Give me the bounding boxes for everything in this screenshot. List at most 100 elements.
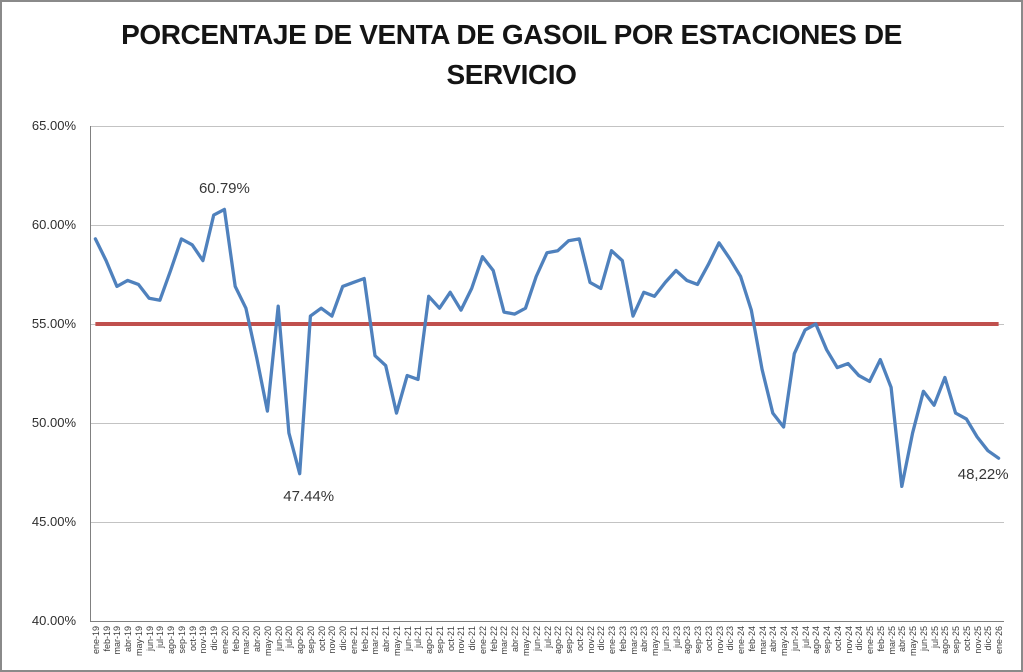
x-axis-tick-label: oct-25 (961, 626, 972, 652)
x-axis-tick-label: may-22 (520, 626, 531, 657)
x-axis-tick-label: oct-23 (703, 626, 714, 652)
x-axis-tick-label: feb-25 (875, 626, 886, 652)
x-axis-tick-label: ene-19 (90, 626, 101, 655)
x-axis-tick-label: sep-20 (305, 626, 316, 654)
x-axis-tick-label: jun-24 (789, 626, 800, 652)
x-axis-line (90, 621, 1004, 622)
x-axis-tick-label: ago-21 (424, 626, 435, 655)
y-axis-tick-label: 60.00% (31, 217, 76, 232)
x-axis-tick-label: abr-21 (381, 626, 392, 653)
y-axis-tick-label: 55.00% (31, 316, 76, 331)
x-axis-tick-label: dic-19 (209, 626, 220, 651)
x-axis-tick-label: jun-23 (660, 626, 671, 652)
x-axis-tick-label: jul-19 (155, 626, 166, 649)
series-canvas (93, 207, 1001, 489)
x-axis-tick-label: feb-23 (617, 626, 628, 652)
x-axis-tick-label: jul-22 (542, 626, 553, 649)
x-axis-tick-label: jun-20 (273, 626, 284, 652)
x-axis-tick-label: sep-25 (951, 626, 962, 654)
x-axis-tick-label: ago-22 (553, 626, 564, 655)
gridline (90, 423, 1004, 424)
x-axis-tick-label: dic-25 (983, 626, 994, 651)
gridline (90, 225, 1004, 226)
x-axis-tick-label: nov-20 (327, 626, 338, 654)
x-axis-tick-label: ene-26 (994, 626, 1005, 655)
x-axis-tick-label: ene-21 (348, 626, 359, 655)
x-axis-tick-label: mar-22 (499, 626, 510, 655)
x-axis-tick-label: mar-19 (112, 626, 123, 655)
x-axis-tick-label: jun-22 (531, 626, 542, 652)
x-axis-tick-label: abr-23 (639, 626, 650, 653)
x-axis-tick-label: jul-21 (413, 626, 424, 649)
x-axis-tick-label: may-21 (391, 626, 402, 657)
x-axis-tick-label: may-20 (262, 626, 273, 657)
x-axis-tick-label: feb-19 (101, 626, 112, 652)
x-axis-tick-label: oct-21 (445, 626, 456, 652)
y-axis-line (90, 126, 91, 621)
x-axis-tick-label: may-19 (133, 626, 144, 657)
x-axis-tick-label: sep-21 (434, 626, 445, 654)
y-axis-tick-label: 65.00% (31, 118, 76, 133)
x-axis-tick-label: dic-21 (467, 626, 478, 651)
x-axis-tick-label: oct-22 (574, 626, 585, 652)
x-axis-tick-label: sep-24 (822, 626, 833, 654)
x-axis-tick-label: dic-24 (854, 626, 865, 651)
x-axis-tick-label: ago-25 (940, 626, 951, 655)
x-axis-tick-label: jun-25 (918, 626, 929, 652)
x-axis-tick-label: mar-24 (757, 626, 768, 655)
x-axis-tick-label: may-25 (908, 626, 919, 657)
y-axis-tick-label: 45.00% (31, 514, 76, 529)
gridline (90, 522, 1004, 523)
x-axis-tick-label: sep-23 (693, 626, 704, 654)
x-axis-tick-label: mar-23 (628, 626, 639, 655)
x-axis-tick-label: oct-19 (187, 626, 198, 652)
x-axis-tick-label: abr-22 (510, 626, 521, 653)
x-axis-tick-label: nov-23 (714, 626, 725, 654)
x-axis-tick-label: feb-22 (488, 626, 499, 652)
x-axis-tick-label: mar-20 (241, 626, 252, 655)
x-axis-tick-label: dic-20 (338, 626, 349, 651)
chart-title-line2: SERVICIO (446, 59, 577, 90)
x-axis-tick-label: abr-19 (123, 626, 134, 653)
point-data-label: 60.79% (198, 180, 250, 198)
x-axis-tick-label: nov-25 (972, 626, 983, 654)
x-axis-tick-label: ene-24 (736, 626, 747, 655)
x-axis-tick-label: oct-24 (832, 626, 843, 652)
plot-area (90, 126, 1004, 622)
chart-title-line1: PORCENTAJE DE VENTA DE GASOIL POR ESTACI… (121, 19, 902, 50)
x-axis-tick-label: ene-20 (219, 626, 230, 655)
x-axis-tick-label: sep-22 (564, 626, 574, 654)
gasoil-series-line (93, 207, 1001, 489)
x-axis-tick-label: ene-23 (607, 626, 618, 655)
x-axis-tick-label: feb-21 (359, 626, 370, 652)
x-axis-tick-label: may-23 (650, 626, 661, 657)
x-axis-tick-label: ago-23 (682, 626, 693, 655)
x-axis-tick-label: nov-21 (456, 626, 467, 654)
point-data-label: 47.44% (283, 487, 335, 505)
x-axis-tick-label: jun-21 (402, 626, 413, 652)
x-axis-tick-label: sep-19 (176, 626, 187, 654)
x-axis-tick-label: nov-24 (843, 626, 854, 654)
x-axis-tick-label: ago-19 (166, 626, 177, 655)
x-axis-tick-label: nov-19 (198, 626, 209, 654)
x-axis-tick-label: may-24 (779, 626, 790, 657)
x-axis-tick-label: jul-20 (284, 626, 295, 649)
x-axis-tick-label: ago-24 (811, 626, 822, 655)
x-axis-tick-label: abr-20 (252, 626, 263, 653)
x-axis-tick-label: jun-19 (144, 626, 155, 652)
x-axis-tick-label: jul-23 (671, 626, 682, 649)
x-axis-tick-label: mar-21 (370, 626, 381, 655)
y-axis-tick-label: 40.00% (31, 613, 76, 628)
x-axis-tick-label: abr-24 (768, 626, 779, 653)
x-axis-tick-label: ene-22 (477, 626, 488, 655)
x-axis-tick-label: jul-25 (929, 626, 940, 649)
x-axis-tick-label: feb-20 (230, 626, 241, 652)
x-axis-tick-label: ago-20 (295, 626, 306, 655)
point-data-label: 48,22% (957, 466, 1009, 484)
x-axis-tick-label: ene-25 (865, 626, 876, 655)
chart-title: PORCENTAJE DE VENTA DE GASOIL POR ESTACI… (2, 15, 1021, 95)
gridline (90, 126, 1004, 127)
x-axis-tick-label: nov-22 (585, 626, 596, 654)
x-axis-tick-label: abr-25 (897, 626, 908, 653)
